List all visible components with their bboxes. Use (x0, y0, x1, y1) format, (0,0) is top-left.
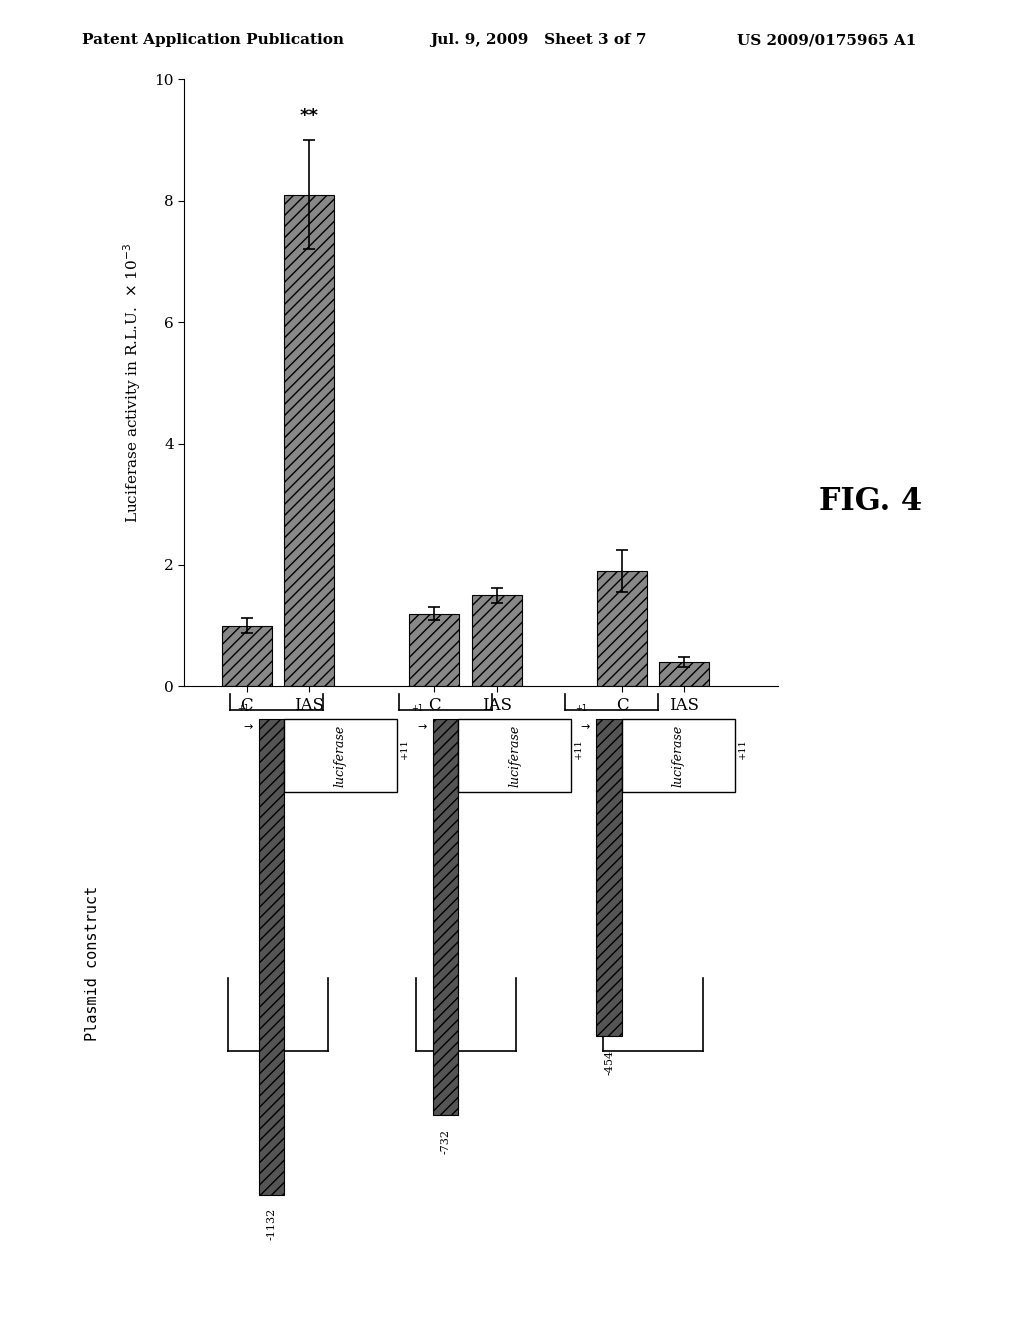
Text: Patent Application Publication: Patent Application Publication (82, 33, 344, 48)
Text: Jul. 9, 2009   Sheet 3 of 7: Jul. 9, 2009 Sheet 3 of 7 (430, 33, 646, 48)
Y-axis label: Luciferase activity in R.L.U.  $\times$ 10$^{-3}$: Luciferase activity in R.L.U. $\times$ 1… (122, 243, 143, 523)
Text: +11: +11 (573, 738, 583, 759)
Text: +11: +11 (399, 738, 409, 759)
Text: $\rightarrow$: $\rightarrow$ (241, 721, 254, 731)
Text: luciferase: luciferase (672, 725, 685, 787)
Bar (597, 572, 647, 686)
Text: -732: -732 (440, 1129, 451, 1154)
Text: +1: +1 (575, 704, 587, 713)
Text: $\rightarrow$: $\rightarrow$ (415, 721, 428, 731)
Bar (472, 595, 522, 686)
Bar (659, 663, 710, 686)
Text: +1: +1 (412, 704, 423, 713)
Text: +11: +11 (737, 738, 746, 759)
Text: **: ** (300, 107, 318, 125)
Bar (410, 614, 460, 686)
Text: US 2009/0175965 A1: US 2009/0175965 A1 (737, 33, 916, 48)
Text: $\rightarrow$: $\rightarrow$ (579, 721, 592, 731)
Text: FIG. 4: FIG. 4 (819, 486, 923, 517)
Bar (222, 626, 271, 686)
Text: Plasmid construct: Plasmid construct (85, 886, 99, 1041)
Text: luciferase: luciferase (508, 725, 521, 787)
Text: -1132: -1132 (266, 1208, 276, 1239)
Text: -454: -454 (604, 1049, 614, 1074)
Text: luciferase: luciferase (334, 725, 347, 787)
Text: +1: +1 (238, 704, 249, 713)
Bar (285, 194, 335, 686)
